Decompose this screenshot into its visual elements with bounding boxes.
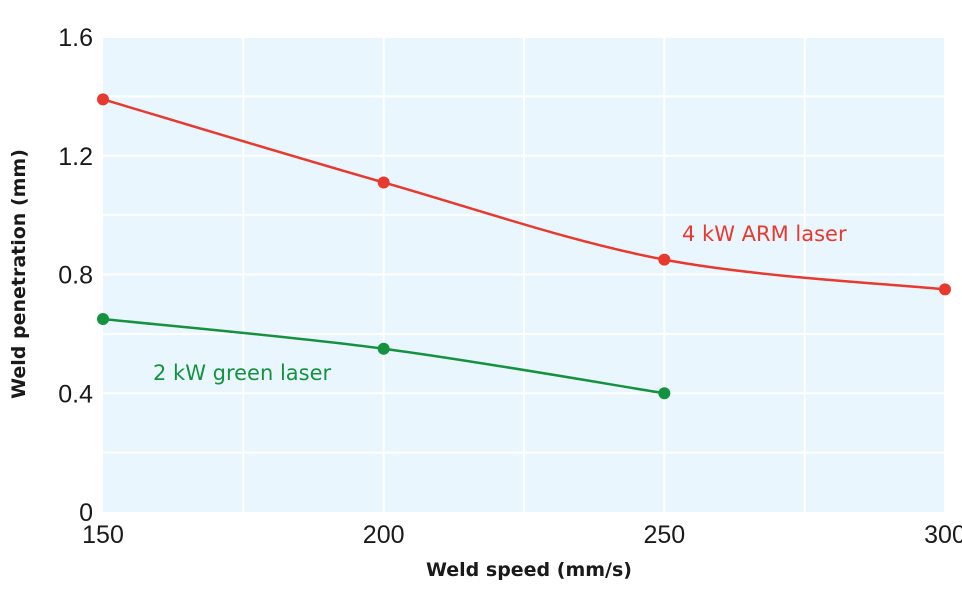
x-ticks: 150 200 250 300 bbox=[82, 521, 962, 549]
data-point bbox=[377, 342, 390, 355]
y-axis-label: Weld penetration (mm) bbox=[8, 149, 30, 399]
x-tick-label: 200 bbox=[363, 521, 405, 549]
y-tick-label: 0.8 bbox=[58, 262, 93, 290]
x-tick-label: 150 bbox=[82, 521, 124, 549]
data-point bbox=[939, 283, 951, 296]
data-point bbox=[97, 93, 109, 106]
y-tick-label: 1.6 bbox=[58, 24, 93, 52]
series-line-0 bbox=[102, 98, 946, 291]
data-point bbox=[97, 313, 109, 326]
data-point bbox=[658, 387, 671, 400]
x-axis-label: Weld speed (mm/s) bbox=[426, 559, 632, 581]
y-ticks: 0 0.4 0.8 1.2 1.6 bbox=[58, 24, 93, 527]
series-label-green: 2 kW green laser bbox=[153, 361, 332, 385]
data-point bbox=[658, 253, 671, 266]
series bbox=[97, 93, 951, 400]
x-tick-label: 250 bbox=[643, 521, 685, 549]
series-label-arm: 4 kW ARM laser bbox=[682, 222, 847, 246]
data-point bbox=[377, 176, 390, 189]
y-tick-label: 0 bbox=[79, 499, 93, 527]
y-tick-label: 0.4 bbox=[58, 380, 93, 408]
y-tick-label: 1.2 bbox=[58, 143, 93, 171]
x-tick-label: 300 bbox=[924, 521, 962, 549]
